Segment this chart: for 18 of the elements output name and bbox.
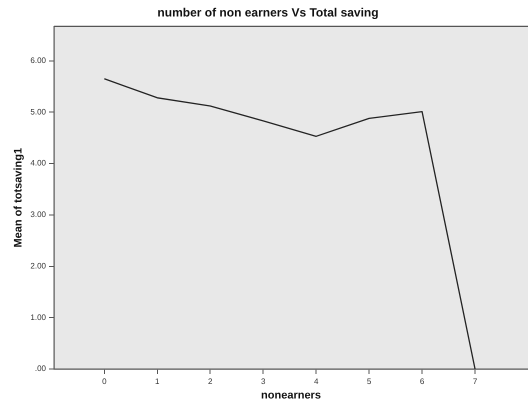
x-tick-label: 0 — [102, 377, 108, 386]
y-tick-label: 1.00 — [30, 312, 47, 322]
y-tick-label: .00 — [34, 364, 47, 374]
y-tick-label: 6.00 — [30, 56, 47, 66]
y-tick-label: 4.00 — [30, 158, 47, 168]
x-axis-title: nonearners — [261, 389, 321, 402]
chart-title: number of non earners Vs Total saving — [157, 6, 379, 20]
y-axis-title: Mean of totsaving1 — [12, 148, 25, 248]
x-tick-label: 1 — [155, 377, 160, 386]
x-tick-label: 3 — [260, 377, 266, 386]
y-tick-label: 5.00 — [30, 107, 47, 116]
x-tick-label: 5 — [366, 377, 372, 386]
x-tick-label: 7 — [472, 377, 478, 386]
y-tick-label: 3.00 — [30, 210, 47, 220]
x-tick-label: 2 — [208, 377, 214, 386]
y-tick-label: 2.00 — [30, 261, 47, 270]
x-tick-label: 6 — [420, 377, 425, 386]
x-tick-label: 4 — [314, 377, 319, 386]
